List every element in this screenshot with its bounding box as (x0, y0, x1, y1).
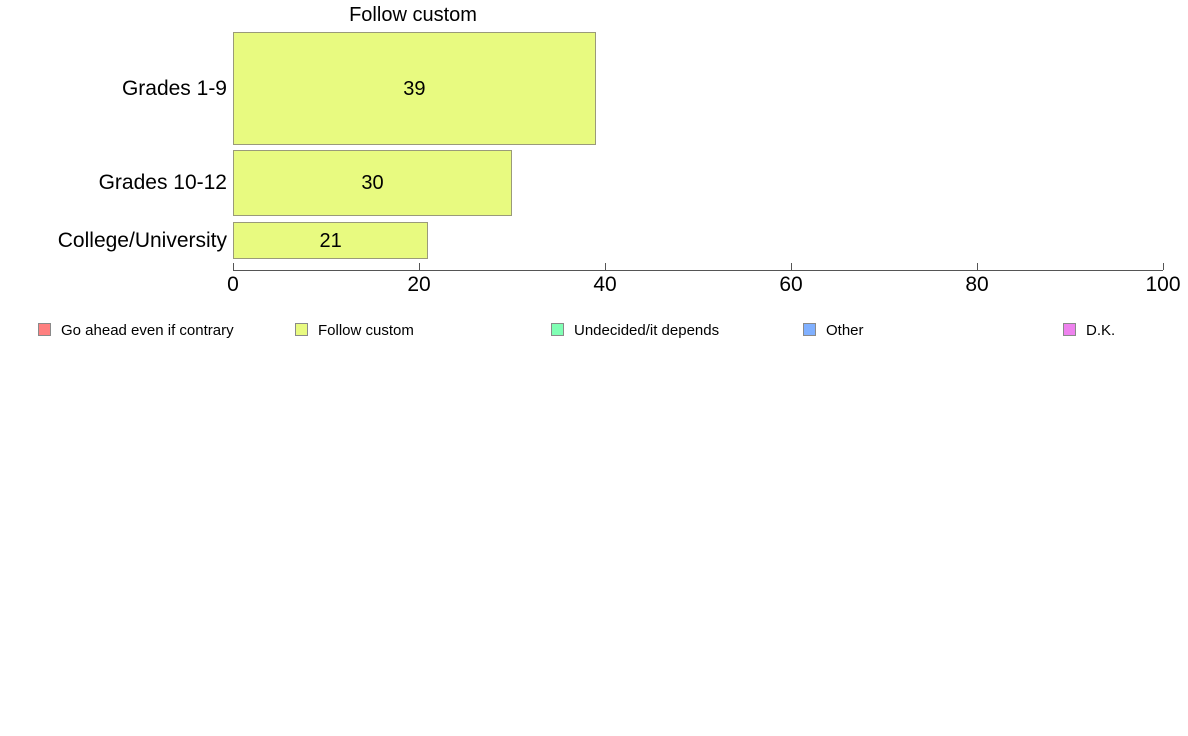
category-label-2: College/University (57, 228, 227, 252)
x-axis-tick-label: 0 (227, 273, 239, 296)
legend-item-label: Undecided/it depends (574, 322, 720, 339)
legend-swatch-icon (1063, 323, 1076, 336)
legend-swatch-icon (551, 323, 564, 336)
legend-swatch-icon (38, 323, 51, 336)
legend-swatch-icon (295, 323, 308, 336)
category-label-0: Grades 1-9 (121, 76, 227, 100)
x-axis-tick (1163, 263, 1164, 270)
x-axis-tick (977, 263, 978, 270)
chart-legend: Go ahead even if contrary Follow custom … (0, 320, 1188, 342)
x-axis-tick (791, 263, 792, 270)
bar-follow-custom[interactable] (233, 32, 596, 145)
x-axis-tick (605, 263, 606, 270)
bar-row: 30 (233, 150, 1163, 216)
legend-item-label: D.K. (1086, 322, 1116, 339)
category-axis-labels: Grades 1-9 Grades 10-12 College/Universi… (0, 30, 227, 262)
chart-title: Follow custom (349, 4, 477, 26)
x-axis-tick-label: 60 (779, 273, 803, 296)
x-axis: 0 20 40 60 80 100 (227, 263, 1181, 310)
x-axis-tick-label: 100 (1145, 273, 1181, 296)
category-label-1: Grades 10-12 (98, 171, 227, 194)
legend-swatch-icon (803, 323, 816, 336)
legend-item-label: Other (826, 322, 864, 339)
x-axis-line (233, 270, 1163, 271)
legend-item-label: Go ahead even if contrary (61, 322, 234, 339)
bar-row: 21 (233, 222, 1163, 259)
legend-item-label: Follow custom (318, 322, 414, 339)
x-axis-tick (233, 263, 234, 270)
x-axis-tick-label: 80 (965, 273, 989, 296)
x-axis-tick-label: 20 (407, 273, 431, 296)
plot-area: 39 30 21 (233, 30, 1163, 262)
bar-follow-custom[interactable] (233, 150, 512, 216)
bar-follow-custom[interactable] (233, 222, 429, 259)
x-axis-tick (419, 263, 420, 270)
bar-row: 39 (233, 32, 1163, 145)
x-axis-tick-label: 40 (593, 273, 617, 296)
